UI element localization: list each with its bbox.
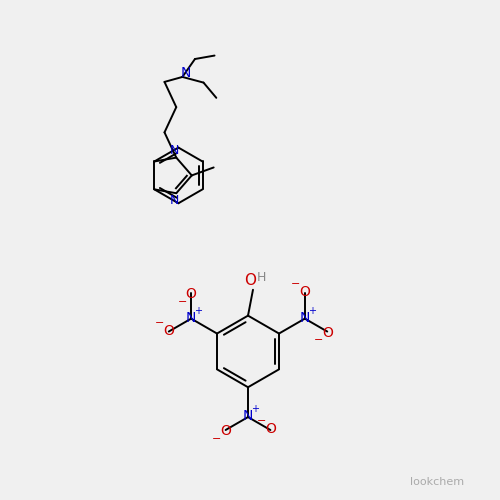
Text: N: N: [186, 310, 196, 324]
Text: lookchem: lookchem: [410, 476, 464, 486]
Text: O: O: [220, 424, 231, 438]
Text: +: +: [308, 306, 316, 316]
Text: −: −: [291, 279, 300, 289]
Text: O: O: [244, 274, 256, 288]
Text: −: −: [314, 336, 323, 345]
Text: O: O: [322, 326, 332, 340]
Text: O: O: [265, 422, 276, 436]
Text: −: −: [155, 318, 164, 328]
Text: +: +: [251, 404, 259, 414]
Text: O: O: [186, 287, 196, 301]
Text: O: O: [300, 285, 310, 299]
Text: −: −: [257, 416, 266, 426]
Text: −: −: [212, 434, 222, 444]
Text: N: N: [243, 409, 253, 423]
Text: N: N: [170, 144, 179, 157]
Text: N: N: [300, 310, 310, 324]
Text: −: −: [178, 296, 187, 306]
Text: N: N: [180, 66, 190, 80]
Text: H: H: [256, 272, 266, 284]
Text: N: N: [170, 194, 179, 206]
Text: O: O: [164, 324, 174, 338]
Text: +: +: [194, 306, 202, 316]
